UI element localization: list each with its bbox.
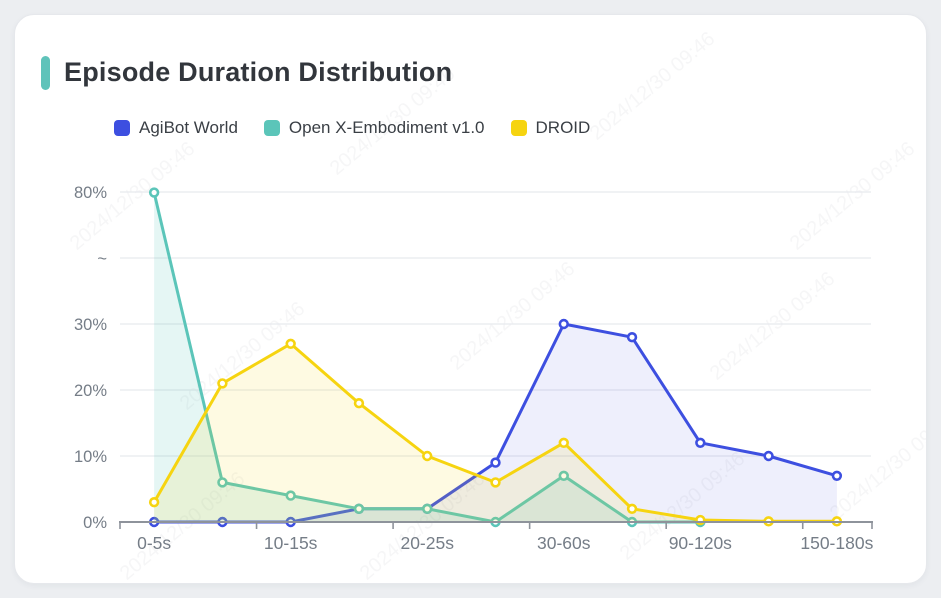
legend-item-droid[interactable]: DROID (510, 118, 591, 138)
legend-item-open-x-embodiment[interactable]: Open X-Embodiment v1.0 (263, 118, 485, 138)
y-axis-labels: 0% 10% 20% 30% ~80% (74, 184, 107, 532)
x-tick-label: 30-60s (537, 533, 591, 553)
title-accent-bar (41, 56, 50, 90)
data-point-marker[interactable] (763, 450, 774, 462)
x-axis (119, 521, 873, 529)
series-area (154, 343, 837, 522)
data-point-marker[interactable] (285, 338, 296, 349)
data-point-marker[interactable] (422, 503, 433, 514)
series-area (154, 324, 837, 522)
data-point-marker[interactable] (148, 497, 160, 508)
data-point-marker[interactable] (353, 398, 365, 409)
data-point-marker[interactable] (148, 187, 160, 198)
x-tick-label: 10-15s (264, 533, 318, 553)
x-tick-label: 0-5s (137, 533, 171, 553)
gridlines (120, 191, 871, 457)
y-tick-label: 0% (83, 514, 107, 532)
x-axis-labels: 0-5s 10-15s 20-25s 30-60s 90-120s 150-180s (137, 533, 873, 553)
x-tick-label: 20-25s (400, 533, 454, 553)
y-tick-label: 10% (74, 448, 107, 466)
data-point-marker[interactable] (490, 457, 501, 468)
series-droid (148, 338, 843, 527)
chart-canvas[interactable]: 0-5s 10-15s 20-25s 30-60s 90-120s 150-180s 0% 1… (15, 15, 926, 583)
series-area (154, 192, 701, 522)
data-point-marker[interactable] (558, 318, 569, 330)
y-tick-label: 30% (74, 316, 107, 334)
data-point-marker[interactable] (490, 477, 501, 488)
chart-legend: AgiBot World Open X-Embodiment v1.0 DROI… (114, 118, 590, 138)
data-point-marker[interactable] (422, 450, 433, 462)
legend-swatch-icon (114, 120, 130, 136)
legend-swatch-icon (263, 120, 280, 136)
data-point-marker[interactable] (353, 503, 365, 514)
legend-item-agibot-world[interactable]: AgiBot World (114, 118, 238, 138)
legend-label: AgiBot World (139, 118, 238, 137)
y-tick-label: 80% (74, 184, 107, 202)
data-point-marker[interactable] (626, 332, 638, 343)
x-tick-label: 90-120s (669, 533, 732, 553)
y-tick-label: 20% (74, 382, 107, 400)
data-point-marker[interactable] (626, 503, 638, 514)
chart-title: Episode Duration Distribution (64, 57, 453, 88)
title-row: Episode Duration Distribution (41, 56, 452, 90)
data-point-marker[interactable] (558, 437, 569, 448)
chart-card: Episode Duration Distribution AgiBot Wor… (14, 14, 927, 584)
data-point-marker[interactable] (558, 470, 569, 481)
legend-label: Open X-Embodiment v1.0 (288, 118, 485, 137)
data-point-marker[interactable] (217, 378, 228, 389)
legend-swatch-icon (510, 120, 527, 136)
x-tick-label: 150-180s (800, 533, 873, 553)
data-point-marker[interactable] (831, 470, 843, 481)
data-point-marker[interactable] (695, 437, 706, 448)
y-axis-break-mark: ~ (97, 250, 107, 268)
data-point-marker[interactable] (217, 477, 228, 488)
legend-label: DROID (535, 118, 591, 137)
data-point-marker[interactable] (285, 490, 296, 501)
